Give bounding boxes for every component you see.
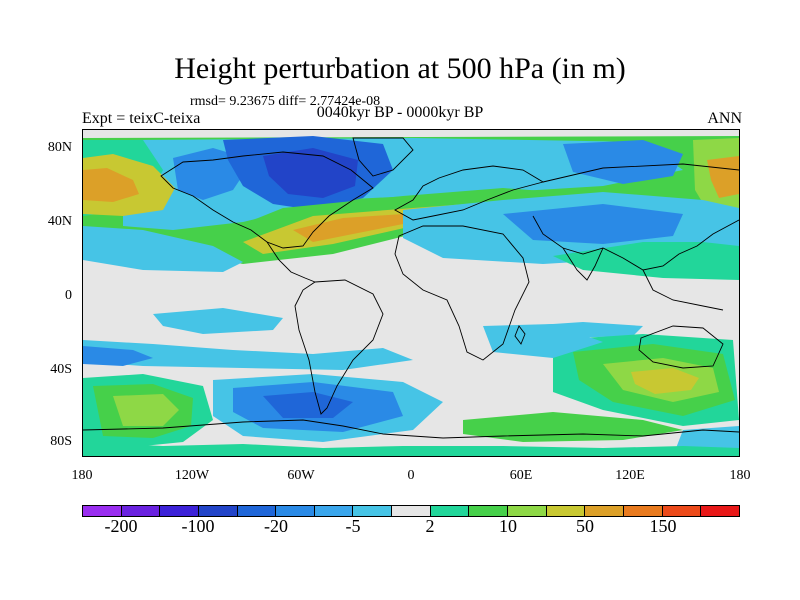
contour-south-pacific-blue — [83, 346, 153, 366]
coastline-south-america — [294, 279, 384, 415]
colorbar-label: -5 — [345, 516, 361, 536]
coastline-europe — [394, 165, 545, 221]
contour-south-pole-teal — [83, 442, 739, 456]
plot-title: Height perturbation at 500 hPa (in m) — [174, 52, 626, 85]
colorbar — [82, 505, 740, 517]
colorbar-swatch-8 — [392, 506, 431, 516]
coastline-southeast-asia — [642, 269, 724, 311]
y-tick-label: 80S — [50, 434, 72, 449]
colorbar-label: 10 — [499, 516, 517, 536]
coastline-antarctica — [83, 419, 739, 439]
period-label: 0040kyr BP - 0000kyr BP — [316, 104, 484, 121]
colorbar-label: -20 — [264, 516, 288, 536]
contour-nw-pacific-orange — [83, 168, 139, 202]
colorbar-label: 150 — [649, 516, 677, 536]
colorbar-swatch-4 — [237, 506, 277, 516]
colorbar-swatch-3 — [198, 506, 238, 516]
contour-eurasia-mid-blue-core — [503, 204, 683, 244]
colorbar-swatch-10 — [469, 506, 509, 516]
y-tick-label: 40S — [50, 362, 72, 377]
x-tick-label: 180 — [71, 468, 93, 483]
colorbar-swatch-0 — [83, 506, 122, 516]
colorbar-swatch-16 — [701, 506, 739, 516]
coastline-greenland — [352, 137, 414, 177]
x-tick-label: 60E — [509, 468, 533, 483]
colorbar-label: 50 — [576, 516, 594, 536]
colorbar-swatch-1 — [121, 506, 161, 516]
map-panel — [82, 129, 740, 457]
height-perturbation-map — [83, 130, 739, 456]
contour-eurasia-blue — [563, 140, 683, 184]
coastline-madagascar — [514, 325, 526, 345]
colorbar-swatch-11 — [508, 506, 547, 516]
colorbar-swatch-7 — [353, 506, 393, 516]
contour-tropical-pacific-light-blue — [153, 308, 283, 334]
colorbar-label: -200 — [104, 516, 138, 536]
x-tick-label: 0 — [407, 468, 415, 483]
experiment-label: Expt = teixC-teixa — [82, 110, 201, 127]
y-tick-label: 40N — [47, 214, 72, 229]
colorbar-swatch-6 — [314, 506, 354, 516]
contour-east-asia-orange — [707, 156, 739, 198]
x-tick-label: 120W — [174, 468, 210, 483]
contour-south-indian-yellow — [631, 368, 699, 394]
rmsd-diff-text: rmsd= 9.23675 diff= 2.77424e-08 — [190, 94, 381, 109]
coastlines — [83, 137, 739, 439]
contour-south-pacific-light-blue — [83, 340, 413, 370]
colorbar-swatch-14 — [623, 506, 663, 516]
colorbar-swatch-13 — [585, 506, 624, 516]
y-tick-label: 80N — [47, 140, 72, 155]
contour-antarctic-green — [463, 412, 683, 442]
contour-pacific-light-blue-band — [83, 226, 243, 272]
coastline-india — [562, 247, 604, 281]
x-tick-label: 120E — [615, 468, 645, 483]
contour-south-pacific-high-olive — [113, 394, 179, 426]
colorbar-swatch-9 — [430, 506, 470, 516]
colorbar-label: 2 — [425, 516, 435, 536]
coastline-north-america — [160, 151, 374, 249]
contour-north-america-deep-blue — [263, 148, 358, 198]
coastline-africa — [394, 225, 530, 361]
x-tick-label: 180 — [729, 468, 751, 483]
contour-south-indian-light-blue — [483, 324, 603, 358]
colorbar-label: -100 — [181, 516, 215, 536]
y-tick-label: 0 — [65, 288, 72, 303]
coastline-australia — [638, 325, 724, 369]
colorbar-swatch-15 — [662, 506, 702, 516]
colorbar-swatch-2 — [160, 506, 199, 516]
colorbar-swatch-5 — [276, 506, 315, 516]
coastline-asia — [532, 163, 739, 271]
x-tick-label: 60W — [287, 468, 315, 483]
contour-antarctic-deep-blue — [263, 392, 353, 418]
contour-atlantic-orange — [293, 214, 413, 242]
colorbar-swatch-12 — [546, 506, 586, 516]
coastline-central-america — [266, 241, 316, 283]
contour-asia-teal — [553, 242, 739, 280]
season-label: ANN — [707, 110, 742, 127]
